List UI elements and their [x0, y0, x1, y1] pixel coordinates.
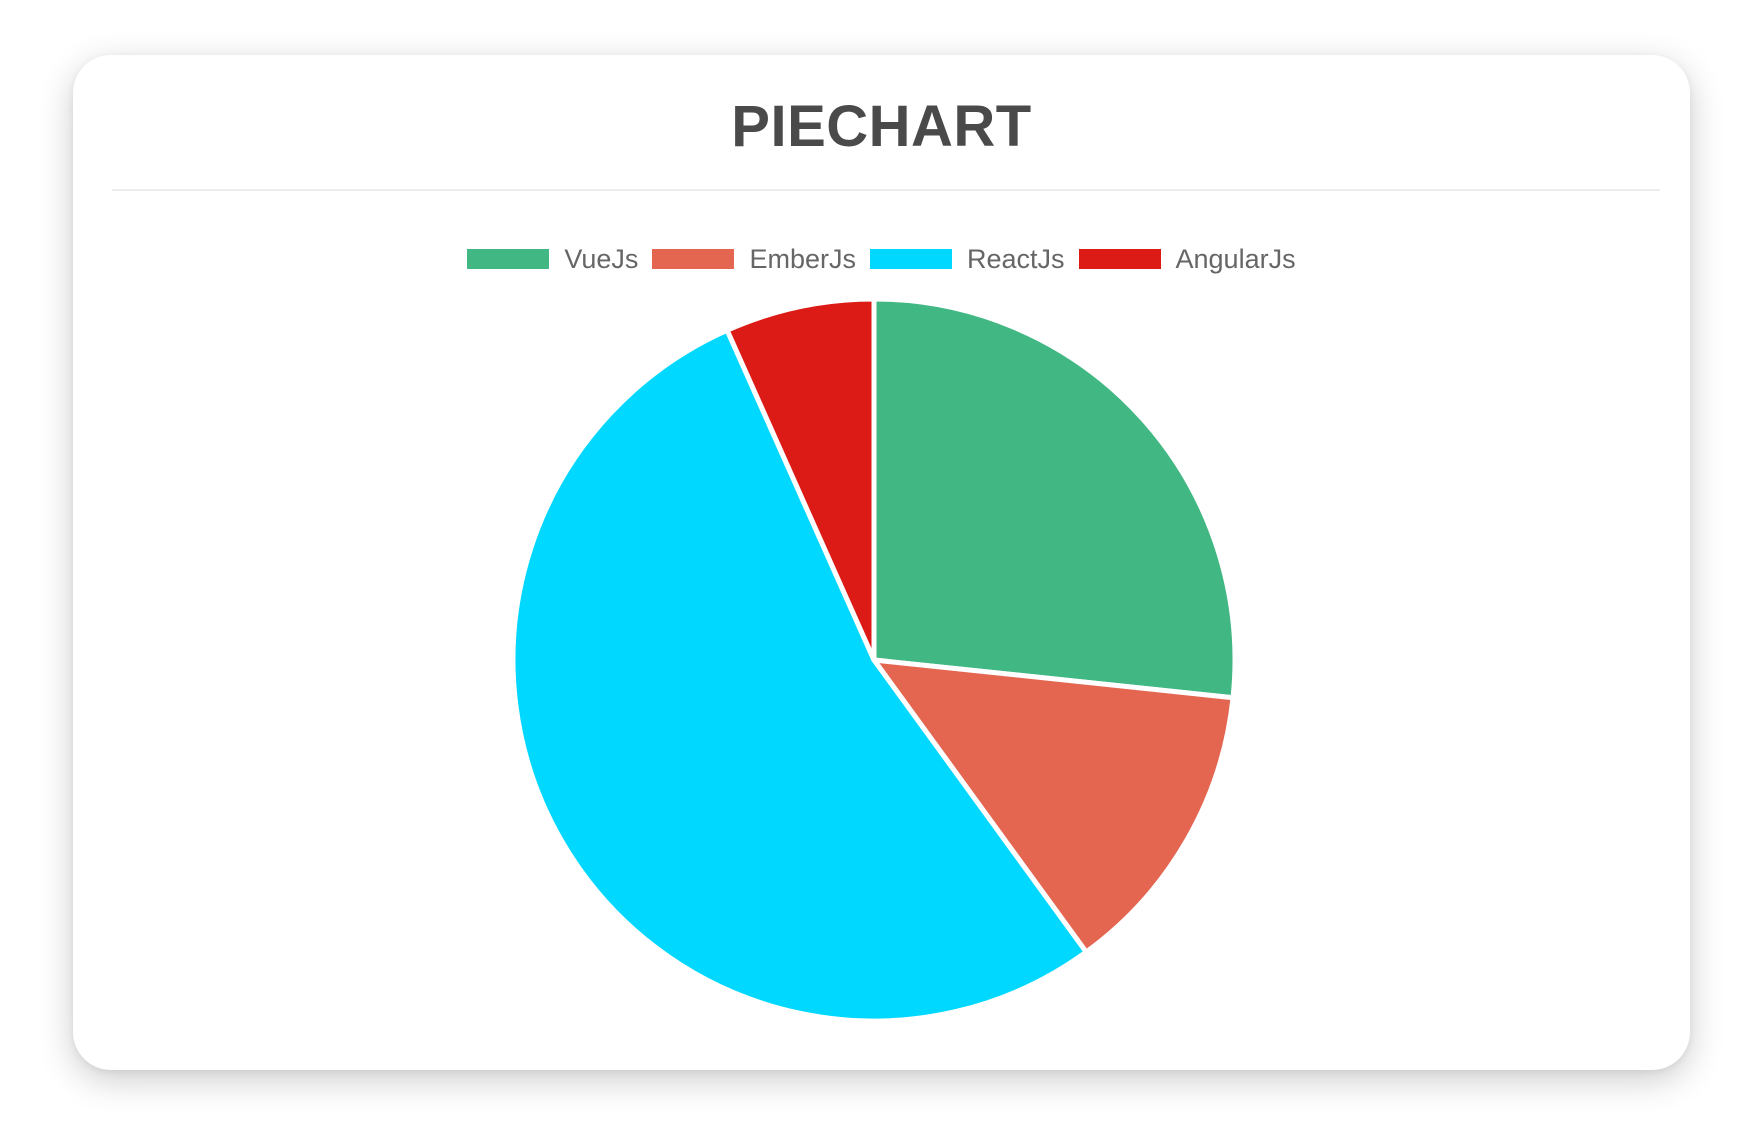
legend-item-vuejs[interactable]: VueJs: [467, 243, 638, 275]
legend-label: VueJs: [564, 244, 639, 274]
chart-title: PIECHART: [731, 94, 1032, 159]
pie-slice-reactjs[interactable]: [510, 327, 1089, 1024]
legend-label: EmberJs: [749, 244, 856, 274]
legend: VueJs EmberJs ReactJs AngularJs: [73, 243, 1690, 275]
legend-label: AngularJs: [1175, 244, 1296, 274]
pie-svg: [510, 296, 1238, 1024]
legend-item-emberjs[interactable]: EmberJs: [652, 243, 856, 275]
pie-chart: [504, 290, 1244, 1030]
legend-label: ReactJs: [966, 244, 1065, 274]
pie-slice-vuejs[interactable]: [871, 296, 1238, 701]
title-divider: [112, 189, 1660, 191]
chart-card: PIECHART VueJs EmberJs ReactJs AngularJs: [73, 55, 1690, 1070]
legend-swatch-reactjs: [869, 249, 952, 269]
legend-item-angularjs[interactable]: AngularJs: [1078, 243, 1296, 275]
pie-slice-angularjs[interactable]: [724, 296, 877, 663]
pie-slice-emberjs[interactable]: [871, 657, 1236, 955]
legend-swatch-angularjs: [1078, 249, 1161, 269]
legend-swatch-emberjs: [652, 249, 735, 269]
legend-item-reactjs[interactable]: ReactJs: [869, 243, 1065, 275]
legend-swatch-vuejs: [467, 249, 550, 269]
